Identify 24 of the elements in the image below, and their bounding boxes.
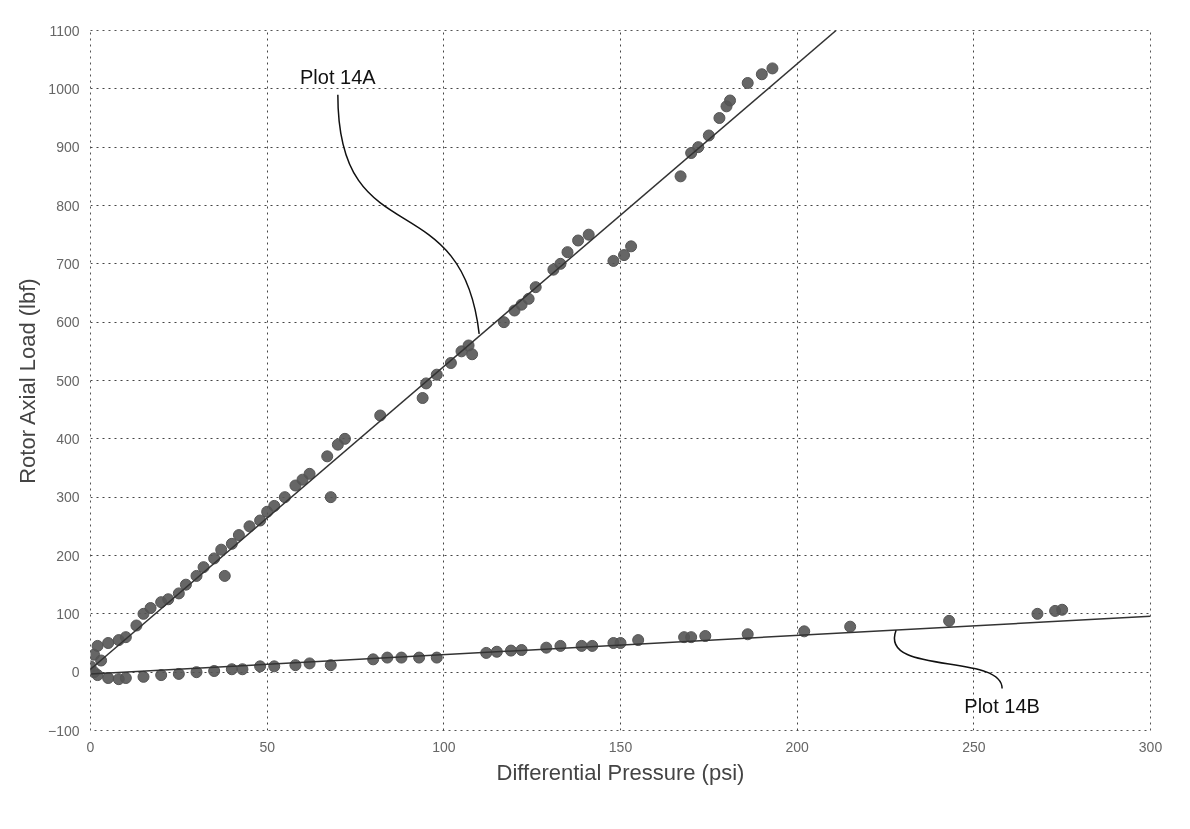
y-tick-label: 100 [56, 605, 80, 622]
y-tick-label: 1100 [49, 22, 80, 39]
y-tick-label: 0 [71, 664, 80, 681]
y-tick-label: 200 [56, 547, 80, 564]
annotation: Plot 14B [964, 695, 1040, 717]
y-tick-label: 500 [56, 372, 80, 389]
y-tick-label: 1000 [48, 80, 80, 97]
x-axis-title: Differential Pressure (psi) [496, 759, 745, 785]
x-tick-label: 100 [432, 738, 456, 755]
y-tick-label: 900 [56, 139, 80, 156]
annotation: Plot 14A [300, 66, 377, 89]
x-tick-label: 0 [86, 738, 95, 755]
y-tick-label: −100 [47, 722, 80, 739]
y-tick-label: 600 [56, 314, 80, 331]
x-tick-label: 300 [1138, 738, 1163, 755]
y-axis-title: Rotor Axial Load (lbf) [14, 278, 40, 484]
y-tick-label: 800 [56, 197, 80, 214]
x-tick-label: 250 [962, 738, 986, 755]
y-tick-label: 700 [56, 255, 80, 272]
x-tick-label: 150 [608, 738, 633, 755]
y-tick-label: 400 [56, 430, 80, 447]
x-tick-label: 200 [785, 738, 810, 755]
x-tick-label: 50 [259, 738, 276, 755]
y-tick-label: 300 [56, 489, 80, 506]
